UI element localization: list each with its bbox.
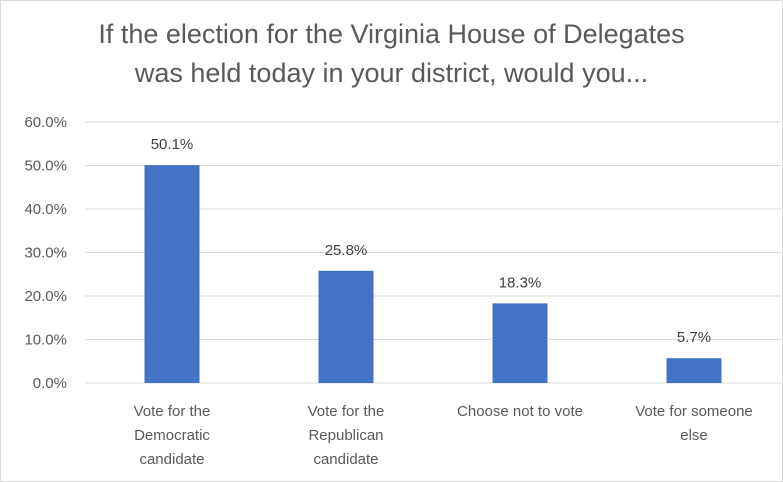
category-label: Vote for the xyxy=(134,403,211,420)
category-label: candidate xyxy=(139,451,204,468)
bar xyxy=(144,165,200,383)
category-label: candidate xyxy=(313,451,378,468)
y-tick-label: 40.0% xyxy=(24,201,67,218)
category-label: Vote for the xyxy=(308,403,385,420)
data-label: 18.3% xyxy=(499,274,542,291)
data-label: 50.1% xyxy=(151,136,194,153)
data-label: 25.8% xyxy=(325,242,368,259)
y-tick-label: 0.0% xyxy=(33,375,67,392)
category-label: Vote for someone xyxy=(635,403,753,420)
y-tick-label: 20.0% xyxy=(24,288,67,305)
y-tick-label: 30.0% xyxy=(24,245,67,262)
bar xyxy=(318,270,374,383)
y-tick-label: 10.0% xyxy=(24,332,67,349)
data-label: 5.7% xyxy=(677,329,711,346)
chart-title-line-2: was held today in your district, would y… xyxy=(134,58,649,88)
bar xyxy=(666,358,722,383)
bar xyxy=(492,303,548,383)
y-tick-label: 50.0% xyxy=(24,158,67,175)
chart-title-line-1: If the election for the Virginia House o… xyxy=(98,19,685,49)
y-tick-label: 60.0% xyxy=(24,114,67,131)
category-label: else xyxy=(680,427,708,444)
chart-title: If the election for the Virginia House o… xyxy=(1,15,782,93)
category-label: Republican xyxy=(308,427,383,444)
category-label: Democratic xyxy=(134,427,210,444)
category-label: Choose not to vote xyxy=(457,403,583,420)
